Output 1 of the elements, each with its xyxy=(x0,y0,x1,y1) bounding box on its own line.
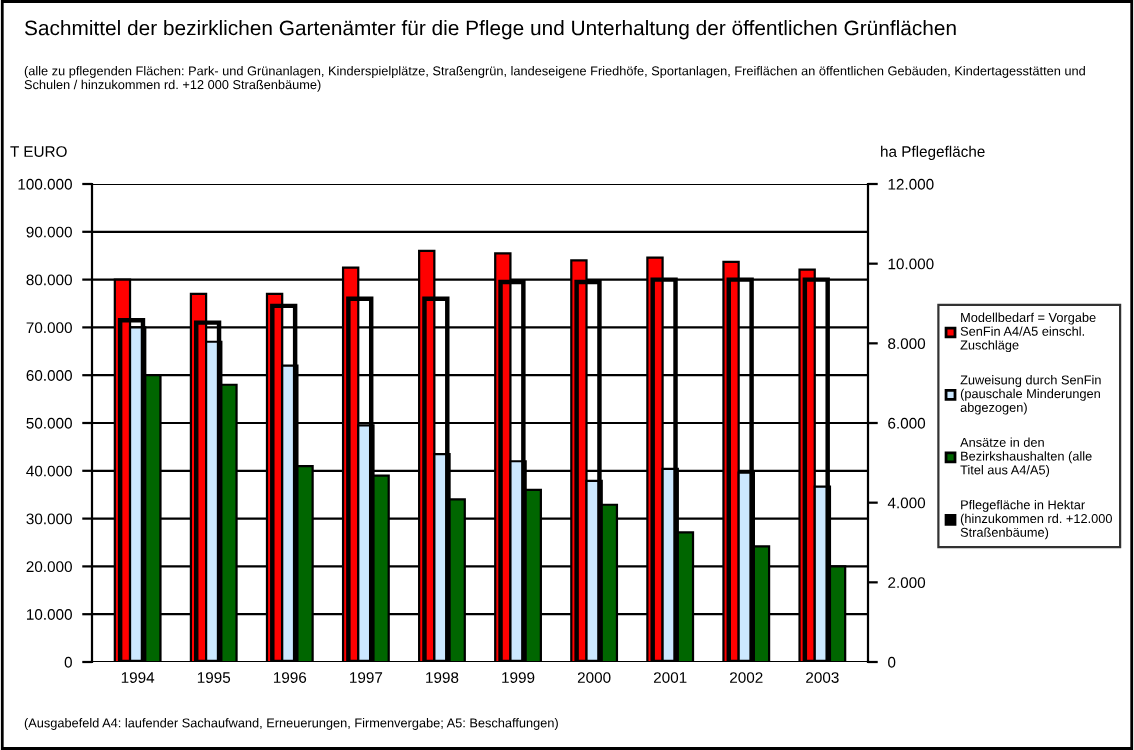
chart-title: Sachmittel der bezirklichen Gartenämter für die Pflege und Unterhaltung der öffentlichen Grünflächen xyxy=(24,20,956,40)
